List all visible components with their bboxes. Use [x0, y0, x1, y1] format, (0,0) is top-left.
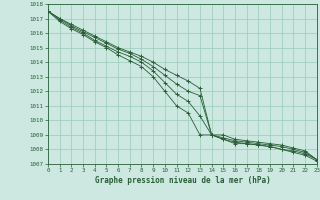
X-axis label: Graphe pression niveau de la mer (hPa): Graphe pression niveau de la mer (hPa)	[94, 176, 270, 185]
